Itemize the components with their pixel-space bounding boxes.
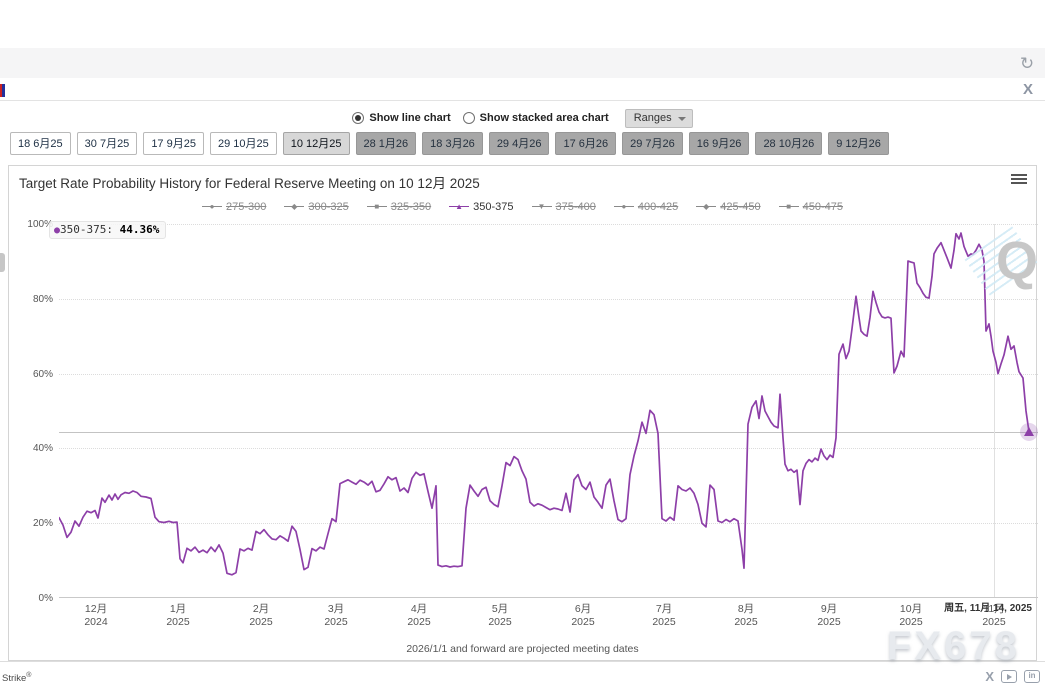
chart-title: Target Rate Probability History for Fede… <box>19 176 480 191</box>
radio-area-label: Show stacked area chart <box>479 112 609 124</box>
tooltip-bullet-icon: ● <box>54 225 61 236</box>
toolbar-band <box>0 48 1045 78</box>
gridline-80 <box>59 298 1038 300</box>
sub-toolbar <box>0 78 1045 101</box>
legend-label: 400-425 <box>637 201 679 213</box>
legend-item-375-400[interactable]: ▼ 375-400 <box>531 201 596 213</box>
tab-meeting-4[interactable]: 10 12月25 <box>282 132 350 155</box>
legend-label: 450-475 <box>802 201 843 213</box>
legend-item-350-375[interactable]: ▲ 350-375 <box>449 201 514 213</box>
x-tick-7月-2025: 7月 2025 <box>652 603 676 628</box>
chart-legend: ● 275-300 ◆ 300-325 ■ 325-350 ▲ 350-375 ▼ 375-400… <box>9 201 1036 213</box>
x-tick-8月-2025: 8月 2025 <box>734 603 758 628</box>
gridline-60 <box>59 373 1038 375</box>
tab-meeting-8[interactable]: 17 6月26 <box>555 132 617 155</box>
favicon-fragment-icon <box>0 84 5 97</box>
plot-area[interactable] <box>59 224 1038 598</box>
legend-item-450-475[interactable]: ■ 450-475 <box>778 201 843 213</box>
radio-line-label: Show line chart <box>369 112 451 124</box>
legend-label: 350-375 <box>473 201 514 213</box>
legend-item-325-350[interactable]: ■ 325-350 <box>366 201 432 213</box>
legend-marker-icon: ◆ <box>284 201 305 213</box>
linkedin-icon[interactable]: in <box>1024 670 1040 683</box>
tooltip-value: 44.36% <box>119 223 160 236</box>
legend-marker-icon: ■ <box>778 201 799 213</box>
y-tick-80: 80% <box>32 293 53 305</box>
meeting-date-tabs: 18 6月25 30 7月25 17 9月25 29 10月25 10 12月25 28 … <box>10 132 889 155</box>
legend-label: 425-450 <box>720 201 761 213</box>
x-tick-3月-2025: 3月 2025 <box>324 603 348 628</box>
legend-marker-icon: ▲ <box>449 201 470 213</box>
y-tick-40: 40% <box>32 443 53 455</box>
tab-meeting-1[interactable]: 30 7月25 <box>76 132 138 155</box>
gridline-20 <box>59 523 1038 525</box>
x-icon[interactable]: X <box>985 669 994 684</box>
radio-line-chart[interactable]: Show line chart <box>352 112 451 124</box>
tab-meeting-11[interactable]: 28 10月26 <box>755 132 823 155</box>
crosshair-date-label: 周五, 11月 14, 2025 <box>944 603 1032 614</box>
series-tooltip: ●350-375: 44.36% <box>49 221 167 239</box>
tab-meeting-9[interactable]: 29 7月26 <box>622 132 683 155</box>
tab-meeting-5[interactable]: 28 1月26 <box>355 132 417 155</box>
tab-meeting-12[interactable]: 9 12月26 <box>828 132 889 155</box>
x-tick-10月-2025: 10月 2025 <box>899 603 923 628</box>
tab-meeting-0[interactable]: 18 6月25 <box>10 132 71 155</box>
legend-label: 275-300 <box>226 201 267 213</box>
tab-meeting-6[interactable]: 18 3月26 <box>422 132 483 155</box>
x-tick-6月-2025: 6月 2025 <box>571 603 595 628</box>
legend-label: 375-400 <box>555 201 596 213</box>
legend-item-300-325[interactable]: ◆ 300-325 <box>284 201 349 213</box>
chart-panel: Target Rate Probability History for Fede… <box>8 165 1038 668</box>
bottom-bar: Strike® X in <box>0 661 1045 691</box>
radio-line-icon[interactable] <box>352 112 365 124</box>
last-point-triangle-icon <box>1024 426 1034 436</box>
x-axis-labels: 12月 2024 1月 2025 2月 2025 3月 2025 4月 2025 5月 2025 6月 2… <box>59 600 1038 632</box>
crosshair-vertical <box>994 224 995 597</box>
y-tick-100: 100% <box>27 219 53 230</box>
y-tick-20: 20% <box>32 518 53 530</box>
legend-item-275-300[interactable]: ● 275-300 <box>202 201 266 213</box>
x-tick-4月-2025: 4月 2025 <box>407 603 431 628</box>
scrollbar-nub[interactable] <box>0 253 5 272</box>
x-tick-2月-2025: 2月 2025 <box>249 603 273 628</box>
radio-area-chart[interactable]: Show stacked area chart <box>462 112 609 124</box>
gridline-40 <box>59 448 1038 450</box>
ranges-dropdown[interactable]: Ranges <box>624 108 693 128</box>
x-tick-1月-2025: 1月 2025 <box>166 603 190 628</box>
y-tick-0: 0% <box>38 593 53 604</box>
x-tick-11月-2025: 11月 2025 <box>982 603 1006 628</box>
x-tick-9月-2025: 9月 2025 <box>817 603 841 628</box>
x-tick-12月-2024: 12月 2024 <box>84 603 108 628</box>
close-icon[interactable]: X <box>1019 80 1037 98</box>
tab-meeting-2[interactable]: 17 9月25 <box>143 132 204 155</box>
refresh-icon[interactable]: ↻ <box>1016 53 1038 75</box>
x-tick-5月-2025: 5月 2025 <box>488 603 512 628</box>
tooltip-series: 350-375: <box>60 223 114 236</box>
legend-marker-icon: ● <box>613 201 634 213</box>
strike-brand: Strike® <box>2 672 32 685</box>
legend-marker-icon: ● <box>202 201 222 213</box>
chart-menu-icon[interactable] <box>1011 174 1027 186</box>
projected-dates-footnote: 2026/1/1 and forward are projected meeti… <box>406 643 639 655</box>
legend-item-425-450[interactable]: ◆ 425-450 <box>696 201 761 213</box>
legend-label: 300-325 <box>308 201 349 213</box>
gridline-100 <box>59 224 1038 225</box>
tab-meeting-10[interactable]: 16 9月26 <box>688 132 750 155</box>
series-line <box>59 232 1030 576</box>
crosshair-horizontal <box>59 432 1038 434</box>
radio-area-icon[interactable] <box>462 112 475 124</box>
y-tick-60: 60% <box>32 368 53 380</box>
tab-meeting-7[interactable]: 29 4月26 <box>488 132 550 155</box>
legend-label: 325-350 <box>390 201 432 213</box>
legend-marker-icon: ◆ <box>696 201 717 213</box>
tab-meeting-3[interactable]: 29 10月25 <box>209 132 277 155</box>
social-icons: X in <box>985 669 1040 684</box>
legend-marker-icon: ■ <box>366 201 387 213</box>
legend-item-400-425[interactable]: ● 400-425 <box>613 201 679 213</box>
youtube-icon[interactable] <box>1001 670 1017 683</box>
legend-marker-icon: ▼ <box>531 201 552 213</box>
chart-type-controls: Show line chart Show stacked area chart … <box>0 108 1045 128</box>
probability-line-svg <box>59 232 1038 576</box>
